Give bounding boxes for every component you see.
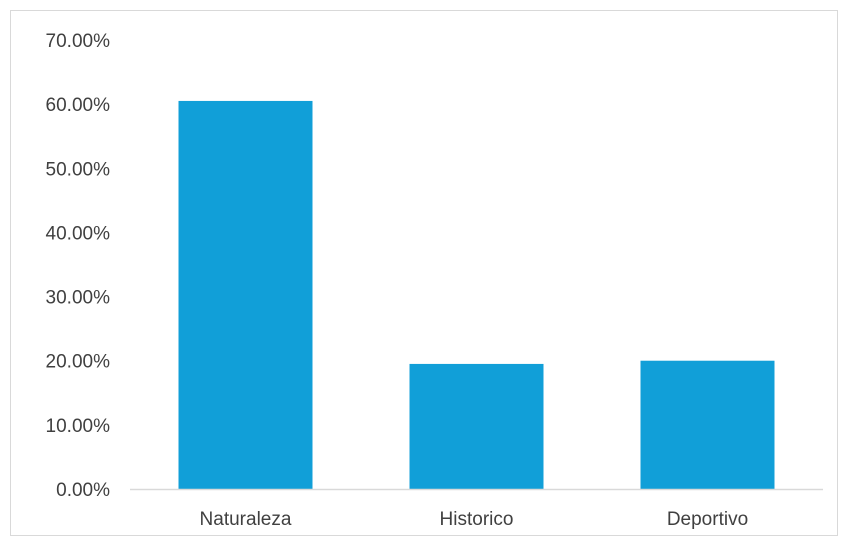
x-category-label: Deportivo [667,509,748,530]
x-category-label: Historico [440,509,514,530]
y-tick-label: 20.00% [46,352,111,373]
y-tick-label: 0.00% [56,480,110,501]
x-axis-labels: Naturaleza Historico Deportivo [200,509,749,530]
x-category-label: Naturaleza [200,509,292,530]
bar-historico [409,363,544,489]
y-tick-label: 70.00% [46,31,111,52]
y-tick-label: 40.00% [46,223,111,244]
y-tick-label: 50.00% [46,159,111,180]
y-tick-label: 30.00% [46,288,111,309]
y-tick-label: 10.00% [46,416,111,437]
y-axis-ticks: 0.00% 10.00% 20.00% 30.00% 40.00% 50.00% 60.00… [46,31,111,501]
bar-deportivo [640,360,775,489]
bars [178,100,775,489]
bar-naturaleza [178,100,313,489]
y-tick-label: 60.00% [46,95,111,116]
